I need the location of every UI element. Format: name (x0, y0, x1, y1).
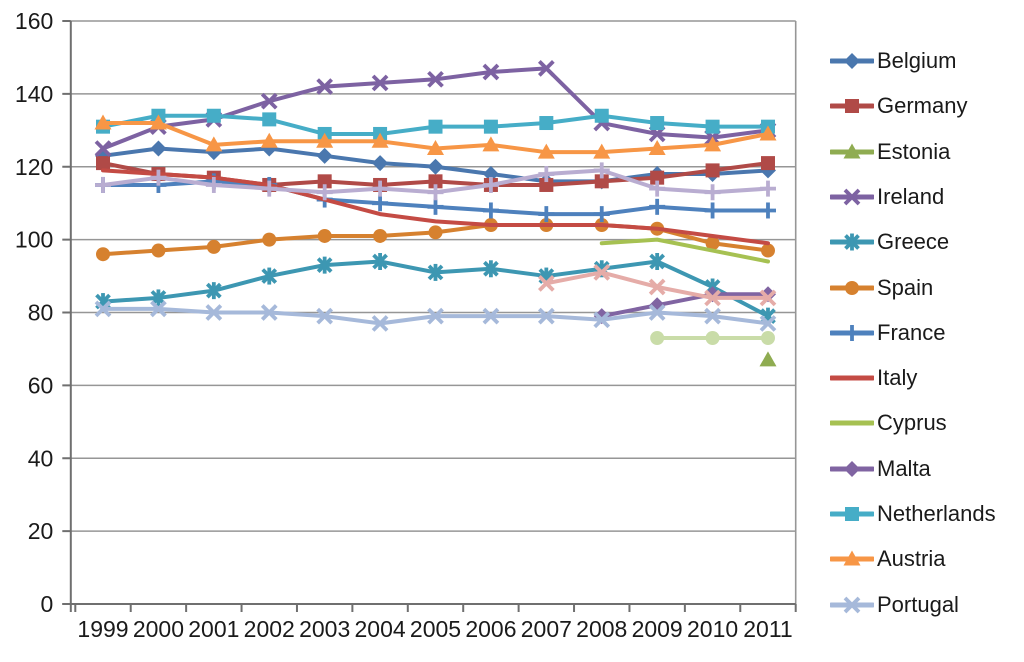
x-tick-label: 1999 (77, 616, 128, 642)
legend-label: Germany (877, 93, 968, 119)
series-austria (94, 114, 777, 159)
x-tick-label: 2007 (521, 616, 572, 642)
series-portugal (94, 300, 777, 332)
legend-label: Portugal (877, 591, 959, 617)
y-tick-label: 80 (28, 300, 54, 326)
x-tick-label: 2003 (299, 616, 350, 642)
x-tick-label: 2008 (576, 616, 627, 642)
legend-item-germany: Germany (830, 91, 967, 121)
legend-label: Austria (877, 546, 946, 572)
series-greece (95, 252, 776, 325)
series-unlabeled-3 (95, 162, 776, 201)
legend-item-portugal: Portugal (830, 590, 959, 620)
legend-item-italy: Italy (830, 363, 917, 393)
legend-label: Estonia (877, 138, 951, 164)
x-tick-label: 2002 (244, 616, 295, 642)
y-tick-label: 160 (15, 8, 53, 34)
ireland-legend-marker (830, 188, 874, 206)
x-axis-labels: 1999 2000 2001 2002 2003 2004 2005 2006 2007 2008… (77, 616, 792, 642)
legend-item-estonia: Estonia (830, 137, 950, 167)
legend-label: Belgium (877, 48, 957, 73)
cyprus-legend-marker (830, 420, 874, 426)
legend-item-ireland: Ireland (830, 182, 944, 212)
x-tick-label: 2001 (188, 616, 239, 642)
legend-item-netherlands: Netherlands (830, 499, 996, 529)
legend-item-austria: Austria (830, 544, 945, 574)
axes (62, 20, 797, 612)
x-tick-label: 2005 (410, 616, 461, 642)
y-tick-label: 140 (15, 81, 53, 107)
y-tick-label: 20 (28, 518, 54, 544)
belgium-legend-marker (830, 53, 874, 69)
germany-legend-marker (830, 99, 874, 114)
y-tick-label: 100 (15, 227, 53, 253)
legend-item-france: France (830, 318, 945, 348)
legend-item-greece: Greece (830, 227, 949, 257)
y-tick-label: 60 (28, 372, 54, 398)
x-tick-label: 2004 (354, 616, 405, 642)
portugal-legend-marker (830, 596, 874, 613)
x-tick-label: 2011 (743, 616, 792, 642)
legend-label: France (877, 319, 946, 345)
legend-label: Malta (877, 455, 931, 481)
legend-item-spain: Spain (830, 273, 933, 303)
x-tick-label: 2006 (465, 616, 516, 642)
legend-label: Italy (877, 365, 918, 391)
netherlands-legend-marker (830, 507, 874, 521)
legend-label: Spain (877, 274, 934, 300)
france-legend-marker (830, 324, 874, 341)
legend-item-cyprus: Cyprus (830, 408, 947, 438)
chart-legend: Belgium Germany Estonia Ireland Greece Spain F… (830, 0, 1024, 662)
italy-legend-marker (830, 375, 874, 381)
legend-label: Netherlands (877, 501, 996, 526)
legend-item-malta: Malta (830, 454, 931, 484)
austria-legend-marker (830, 550, 874, 566)
series-cyprus (599, 237, 770, 264)
y-axis-labels: 0 20 40 60 80 100 120 140 160 (15, 8, 53, 617)
estonia-legend-marker (830, 143, 874, 159)
legend-label: Greece (877, 229, 950, 255)
y-tick-label: 0 (41, 591, 54, 617)
y-tick-label: 120 (15, 154, 53, 180)
y-tick-label: 40 (28, 445, 54, 471)
x-tick-label: 2009 (632, 616, 683, 642)
malta-legend-marker (830, 460, 874, 477)
greece-legend-marker (830, 233, 874, 251)
series-unlabeled-1 (537, 264, 777, 307)
legend-label: Cyprus (877, 410, 947, 436)
spain-legend-marker (830, 280, 874, 295)
x-tick-label: 2010 (687, 616, 738, 642)
x-tick-label: 2000 (133, 616, 184, 642)
legend-label: Ireland (877, 183, 945, 209)
series-estonia (759, 351, 777, 367)
legend-item-belgium: Belgium (830, 46, 956, 76)
series-unlabeled-2 (650, 331, 775, 346)
